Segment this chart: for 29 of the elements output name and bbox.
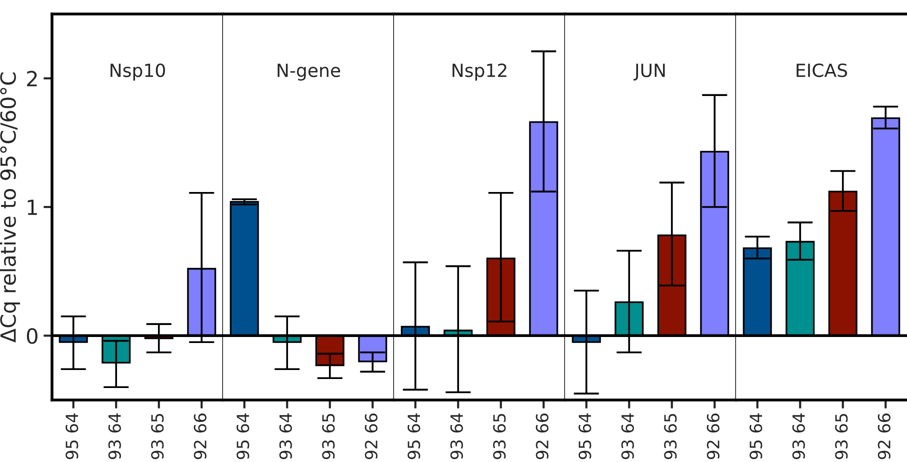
x-tick-label: 93 64	[792, 413, 805, 460]
text: EICAS	[796, 63, 848, 78]
x-tick-label: 95 64	[578, 413, 592, 460]
x-tick-label: 92 66	[194, 414, 206, 460]
x-tick-label: 93 64	[450, 413, 463, 460]
y-tick-label: 1	[28, 200, 37, 215]
x-tick-label: 93 65	[322, 414, 335, 460]
text: JUN	[634, 64, 665, 80]
x-tick-label: 95 64	[66, 413, 78, 460]
x-tick-label: 92 66	[706, 414, 720, 460]
x-tick-label: 93 65	[493, 414, 506, 460]
x-tick-label: 95 64	[236, 413, 250, 460]
x-tick-label: 93 64	[621, 413, 634, 460]
y-tick-label: 0	[26, 328, 38, 344]
text: Nsp10	[110, 63, 165, 81]
x-tick-label: 92 66	[536, 414, 548, 460]
x-tick-label: 92 66	[364, 414, 378, 460]
x-tick-label: 93 64	[108, 413, 121, 460]
x-tick-label: 93 64	[279, 413, 292, 460]
x-tick-label: 95 64	[408, 413, 420, 460]
x-tick-label: 92 66	[878, 414, 890, 460]
text: Nsp12	[452, 63, 506, 81]
x-tick-label: 93 65	[664, 414, 677, 460]
text: N-gene	[278, 64, 340, 81]
x-tick-label: 95 64	[750, 413, 762, 460]
y-tick-label: 2	[27, 70, 37, 86]
x-tick-label: 93 65	[151, 414, 164, 460]
x-tick-label: 93 65	[835, 414, 848, 460]
y-axis-title: ΔCq relative to 95°C/60°C	[0, 72, 20, 343]
